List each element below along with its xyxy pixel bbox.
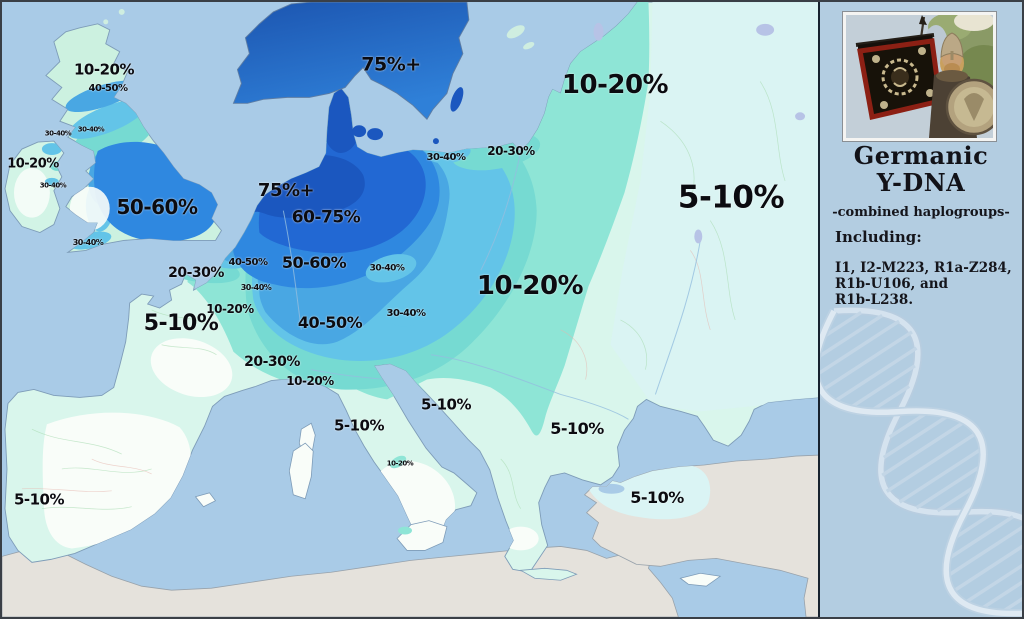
crete: [519, 567, 578, 581]
orkney: [103, 19, 109, 25]
north-islands-lakes: [103, 8, 806, 244]
including-label: Including:: [835, 228, 922, 246]
sicily-spot: [398, 526, 412, 535]
admin-borders: [31, 81, 786, 510]
lake-ne: [756, 23, 775, 36]
estonian-islands: [506, 25, 525, 39]
lake-east2: [795, 112, 806, 121]
shetland: [118, 8, 125, 15]
zealand-island: [367, 128, 384, 141]
gotland-island: [450, 87, 464, 112]
lake-east: [694, 229, 703, 244]
lake-peipus: [593, 22, 604, 41]
page-title: Germanic Y-DNA: [853, 141, 989, 197]
dna-helix-icon: [820, 307, 1022, 617]
funen-island: [352, 125, 367, 138]
haplogroup-list: I1, I2-M223, R1a-Z284, R1b-U106, and R1b-L…: [835, 260, 1012, 308]
germanic-warrior-photo: [843, 12, 996, 141]
mallorca: [194, 492, 217, 508]
subtitle: -combined haplogroups-: [832, 205, 1010, 220]
europe-map-svg: [2, 2, 820, 617]
mediterranean-islands: [194, 422, 722, 587]
spear-head: [919, 15, 927, 25]
bornholm-island: [432, 138, 439, 145]
banner-wreath: [881, 58, 919, 96]
cyprus: [679, 572, 722, 587]
warrior-illustration: [846, 15, 993, 138]
rivers: [282, 150, 701, 420]
scandinavia-land: [232, 2, 470, 145]
sidebar: Germanic Y-DNA -combined haplogroups- Inc…: [818, 2, 1022, 617]
sardinia: [288, 442, 314, 500]
europe-map: 10-20% 40-50% 30-40% 30-40% 10-20% 30-40% 30-4…: [2, 2, 820, 617]
admin-borders-alt: [21, 250, 711, 492]
